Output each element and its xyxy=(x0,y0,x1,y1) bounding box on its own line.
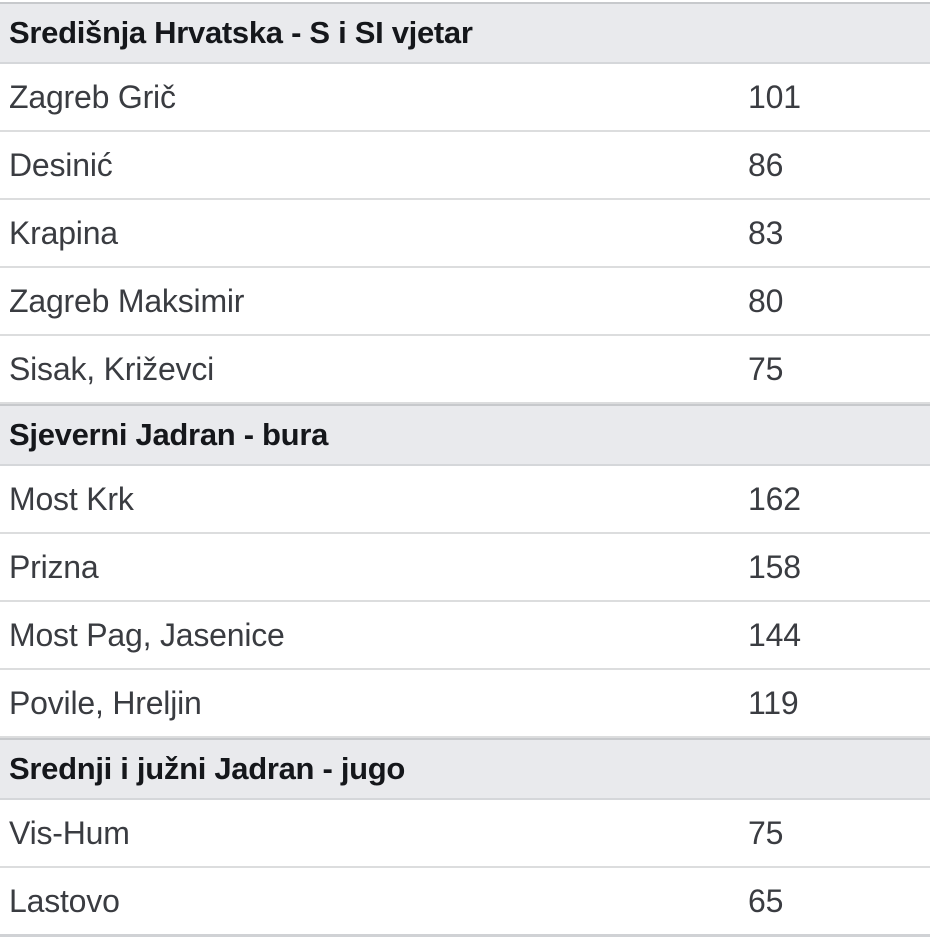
section-header: Srednji i južni Jadran - jugo xyxy=(0,738,930,800)
gust-value: 158 xyxy=(748,548,801,585)
gust-value: 65 xyxy=(748,882,784,919)
gust-value: 80 xyxy=(748,282,784,319)
gust-value: 119 xyxy=(748,684,799,721)
table-row: Zagreb Grič 101 xyxy=(0,64,930,132)
table-bottom-border xyxy=(0,934,930,937)
gust-value: 83 xyxy=(748,214,784,251)
station-name: Most Pag, Jasenice xyxy=(9,616,285,653)
station-name: Zagreb Grič xyxy=(9,78,176,115)
station-name: Lastovo xyxy=(9,882,120,919)
section-header: Sjeverni Jadran - bura xyxy=(0,404,930,466)
section-header-label: Sjeverni Jadran - bura xyxy=(9,417,329,452)
table-row: Vis-Hum 75 xyxy=(0,800,930,868)
station-name: Zagreb Maksimir xyxy=(9,282,245,319)
table-row: Desinić 86 xyxy=(0,132,930,200)
table-row: Most Pag, Jasenice 144 xyxy=(0,602,930,670)
table-row: Most Krk 162 xyxy=(0,466,930,534)
section-header-label: Srednji i južni Jadran - jugo xyxy=(9,751,406,786)
gust-value: 144 xyxy=(748,616,801,653)
station-name: Desinić xyxy=(9,146,113,183)
gust-value: 75 xyxy=(748,350,784,387)
station-name: Povile, Hreljin xyxy=(9,684,202,721)
section-header: Središnja Hrvatska - S i SI vjetar xyxy=(0,2,930,64)
table-row: Prizna 158 xyxy=(0,534,930,602)
table-row: Krapina 83 xyxy=(0,200,930,268)
gust-value: 75 xyxy=(748,814,784,851)
station-name: Prizna xyxy=(9,548,99,585)
table-row: Lastovo 65 xyxy=(0,868,930,934)
wind-gusts-table: Središnja Hrvatska - S i SI vjetar Zagre… xyxy=(0,2,930,934)
table-row: Zagreb Maksimir 80 xyxy=(0,268,930,336)
table-row: Povile, Hreljin 119 xyxy=(0,670,930,738)
section-header-label: Središnja Hrvatska - S i SI vjetar xyxy=(9,15,473,50)
gust-value: 162 xyxy=(748,480,801,517)
station-name: Most Krk xyxy=(9,480,134,517)
gust-value: 86 xyxy=(748,146,784,183)
station-name: Sisak, Križevci xyxy=(9,350,215,387)
station-name: Vis-Hum xyxy=(9,814,130,851)
station-name: Krapina xyxy=(9,214,118,251)
table-row: Sisak, Križevci 75 xyxy=(0,336,930,404)
gust-value: 101 xyxy=(748,78,801,115)
